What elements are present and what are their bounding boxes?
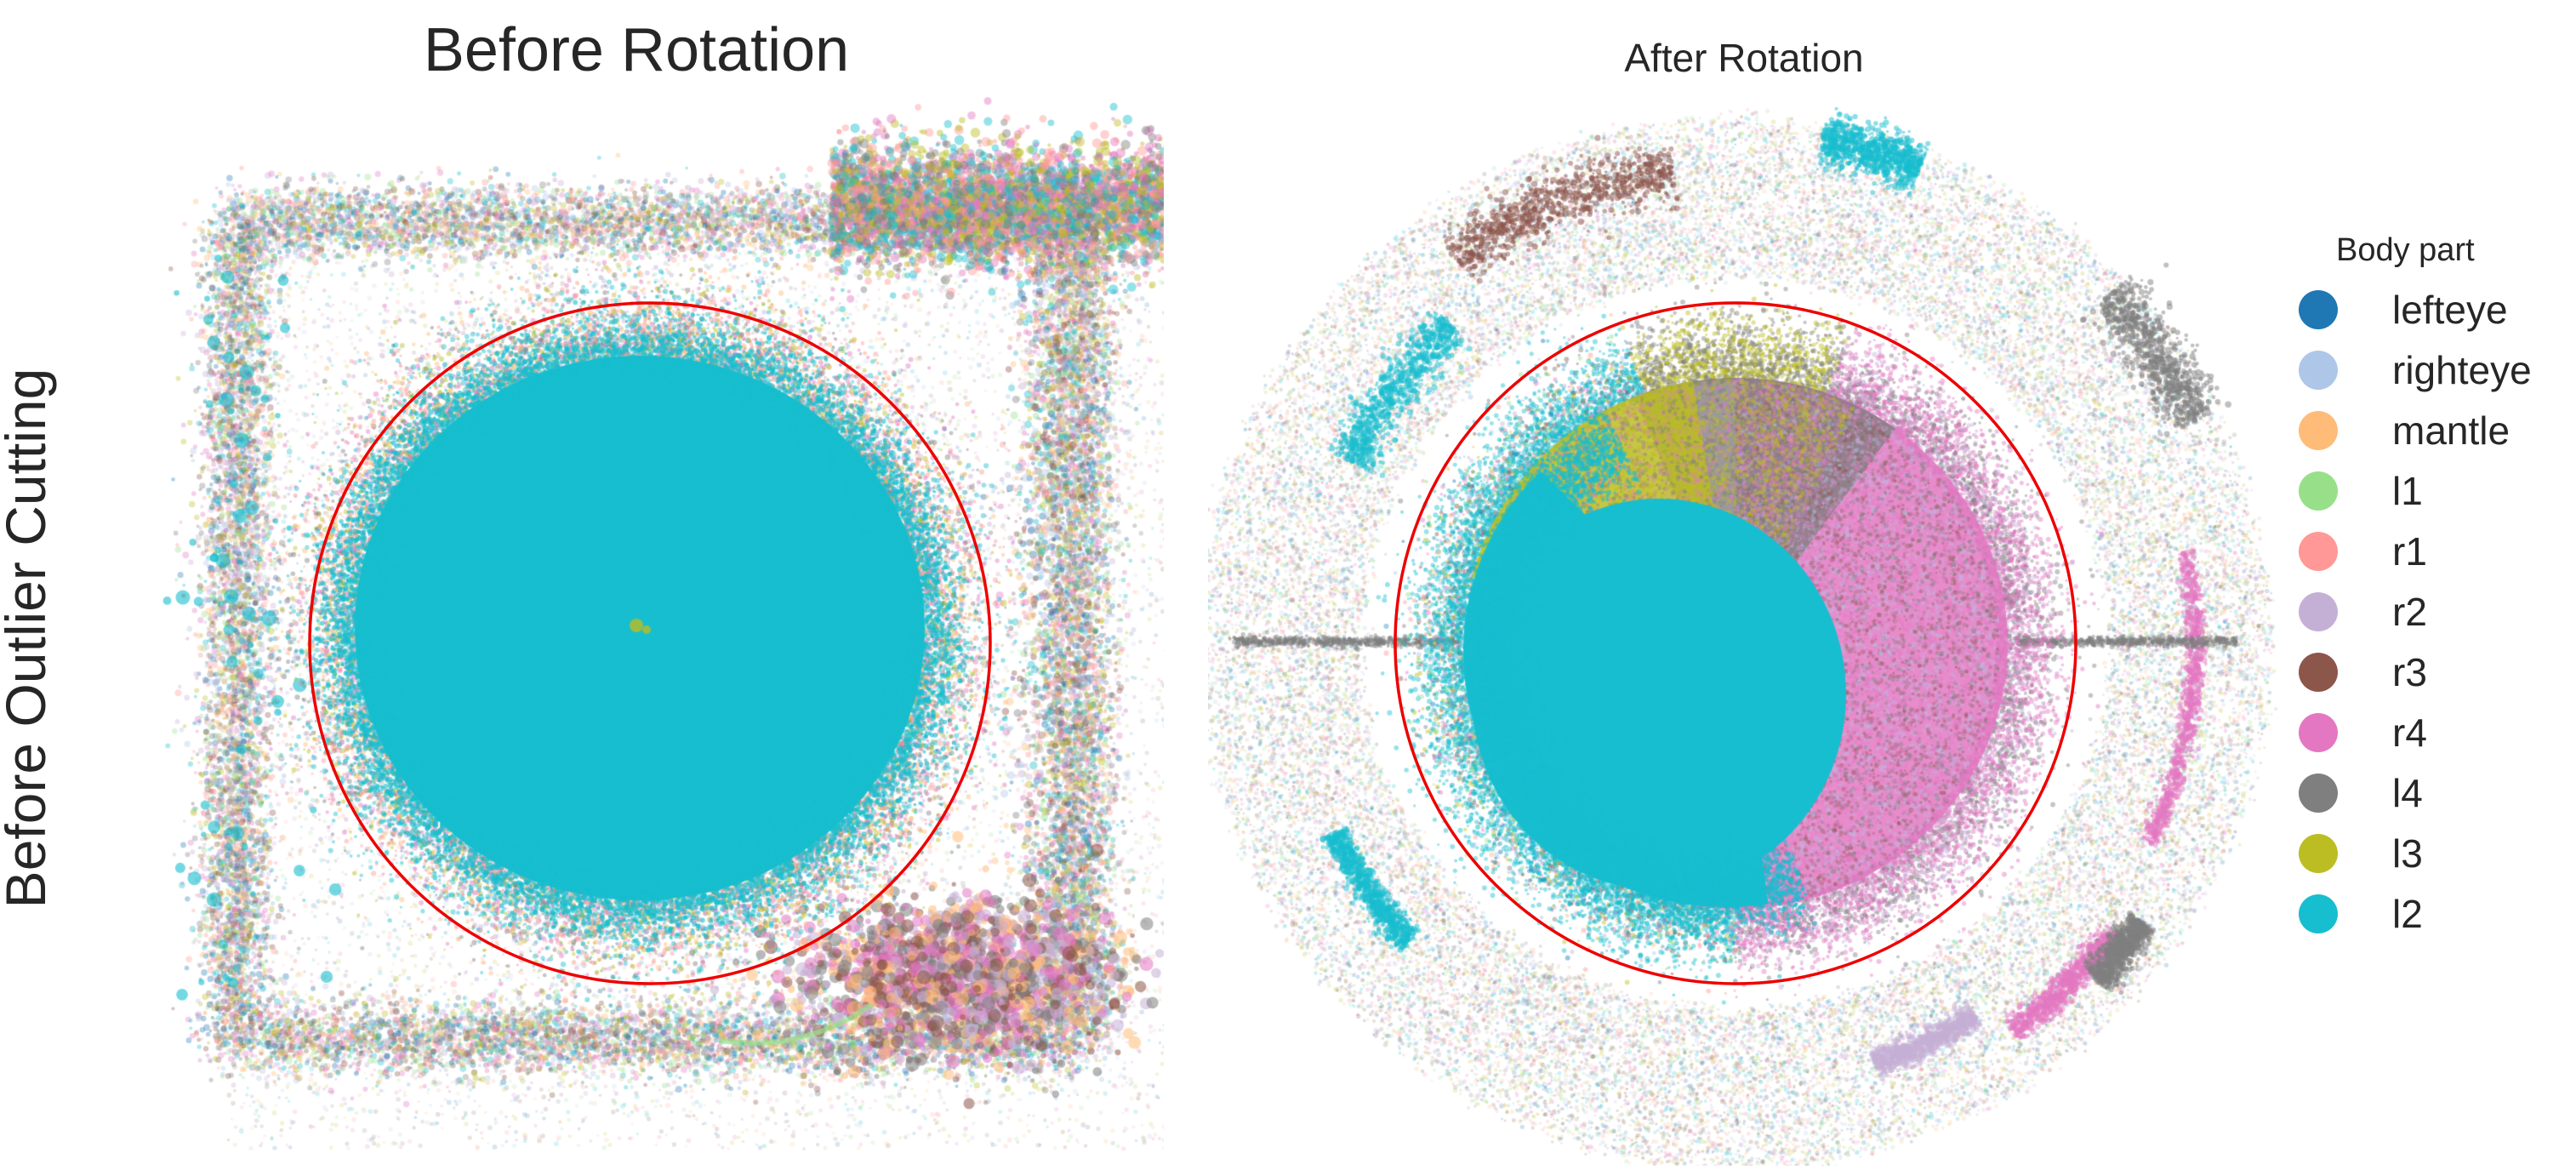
legend-swatch-l4: [2299, 774, 2338, 813]
legend-item-l1: l1: [2297, 460, 2569, 521]
legend-label-r3: r3: [2392, 650, 2427, 694]
reference-circle-after: [1395, 303, 2076, 984]
legend-swatch-mantle: [2299, 411, 2338, 450]
legend-label-mantle: mantle: [2392, 408, 2510, 453]
chart-title-after: After Rotation: [1208, 32, 2280, 83]
legend-item-l3: l3: [2297, 823, 2569, 883]
legend-item-mantle: mantle: [2297, 400, 2569, 460]
legend-label-r4: r4: [2392, 711, 2427, 755]
legend-item-righteye: righteye: [2297, 340, 2569, 400]
legend-label-lefteye: lefteye: [2392, 288, 2508, 332]
legend-label-righteye: righteye: [2392, 348, 2532, 392]
legend-swatch-r2: [2299, 592, 2338, 631]
legend-swatch-r1: [2299, 532, 2338, 571]
legend-item-l2: l2: [2297, 883, 2569, 944]
legend-swatch-r4: [2299, 713, 2338, 752]
legend-label-l2: l2: [2392, 892, 2423, 936]
scatter-panel-before: [109, 85, 1164, 1166]
legend-swatch-l1: [2299, 471, 2338, 511]
legend-label-l4: l4: [2392, 771, 2423, 815]
chart-title-before: Before Rotation: [109, 12, 1164, 88]
legend-title: Body part: [2336, 228, 2569, 272]
legend-swatch-r3: [2299, 653, 2338, 692]
reference-circle-before: [310, 303, 990, 984]
row-label: Before Outlier Cutting: [0, 340, 55, 936]
legend-items: lefteye righteye mantle l1 r1 r2 r3 r4 l4 l3 l2: [2297, 279, 2569, 944]
legend-label-l3: l3: [2392, 831, 2423, 876]
legend-item-r3: r3: [2297, 642, 2569, 702]
legend-item-lefteye: lefteye: [2297, 279, 2569, 340]
legend-item-l4: l4: [2297, 762, 2569, 823]
legend-swatch-lefteye: [2299, 290, 2338, 329]
legend-item-r2: r2: [2297, 581, 2569, 642]
legend-item-r1: r1: [2297, 521, 2569, 581]
legend-label-r1: r1: [2392, 529, 2427, 574]
legend-label-l1: l1: [2392, 469, 2423, 513]
overlay-before: [109, 85, 1164, 1166]
legend-item-r4: r4: [2297, 702, 2569, 762]
legend: Body part lefteye righteye mantle l1 r1 r2 r3 r…: [2297, 228, 2569, 944]
legend-swatch-l2: [2299, 894, 2338, 933]
legend-label-r2: r2: [2392, 590, 2427, 634]
legend-swatch-righteye: [2299, 351, 2338, 390]
scatter-panel-after: [1208, 85, 2280, 1166]
overlay-after: [1208, 85, 2280, 1166]
legend-swatch-l3: [2299, 834, 2338, 873]
